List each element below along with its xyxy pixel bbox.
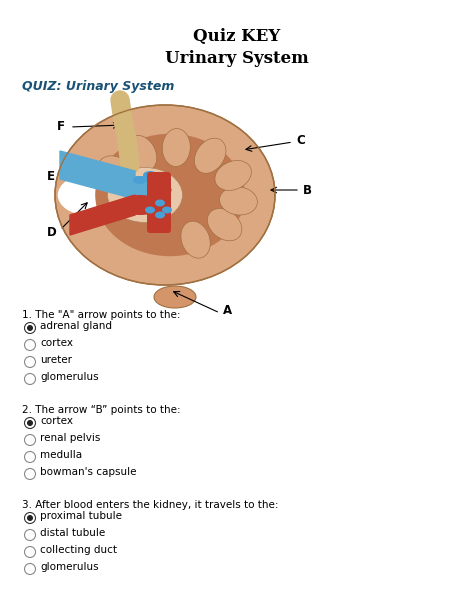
Ellipse shape [133,176,147,184]
Text: 2. The arrow “B” points to the:: 2. The arrow “B” points to the: [22,405,181,415]
Text: B: B [303,183,312,197]
Text: glomerulus: glomerulus [40,372,99,382]
Ellipse shape [126,135,157,171]
Text: D: D [47,226,57,240]
Ellipse shape [143,171,157,179]
Ellipse shape [58,175,118,215]
Ellipse shape [153,179,167,187]
Circle shape [25,373,36,384]
Text: glomerulus: glomerulus [40,562,99,572]
Text: bowman's capsule: bowman's capsule [40,467,137,477]
Circle shape [25,530,36,541]
Text: medulla: medulla [40,450,82,460]
Circle shape [25,357,36,368]
Text: QUIZ: Urinary System: QUIZ: Urinary System [22,80,174,93]
Circle shape [25,452,36,462]
Text: C: C [296,134,305,147]
Circle shape [27,420,33,426]
Circle shape [25,512,36,524]
Text: F: F [57,121,65,134]
Circle shape [25,563,36,574]
Ellipse shape [155,211,165,218]
Circle shape [25,322,36,333]
Circle shape [25,547,36,557]
Text: renal pelvis: renal pelvis [40,433,101,443]
Text: ureter: ureter [40,355,73,365]
Text: cortex: cortex [40,416,73,426]
Text: A: A [223,305,232,318]
Ellipse shape [158,186,172,194]
Circle shape [27,325,33,331]
Text: 1. The "A" arrow points to the:: 1. The "A" arrow points to the: [22,310,181,320]
Ellipse shape [115,176,165,198]
Ellipse shape [215,161,251,191]
Text: Urinary System: Urinary System [165,50,309,67]
Ellipse shape [145,207,155,213]
Ellipse shape [154,286,196,308]
Ellipse shape [98,156,134,186]
Text: distal tubule: distal tubule [40,528,106,538]
Text: cortex: cortex [40,338,73,348]
Ellipse shape [95,134,245,256]
Ellipse shape [118,195,163,215]
Ellipse shape [162,129,190,167]
Circle shape [25,468,36,479]
Ellipse shape [155,199,165,207]
Ellipse shape [219,187,257,215]
Ellipse shape [207,208,242,241]
Circle shape [27,515,33,521]
Text: 3. After blood enters the kidney, it travels to the:: 3. After blood enters the kidney, it tra… [22,500,279,510]
Polygon shape [60,151,135,199]
Text: adrenal gland: adrenal gland [40,321,112,331]
Text: proximal tubule: proximal tubule [40,511,122,521]
Circle shape [25,417,36,428]
Circle shape [25,435,36,446]
Ellipse shape [55,105,275,285]
FancyBboxPatch shape [147,172,171,233]
Circle shape [25,340,36,351]
Text: Quiz KEY: Quiz KEY [193,28,281,45]
Ellipse shape [194,138,226,173]
Ellipse shape [153,196,167,204]
Text: collecting duct: collecting duct [40,545,118,555]
Ellipse shape [162,207,172,213]
Ellipse shape [108,167,182,223]
Ellipse shape [181,221,210,258]
Polygon shape [70,195,135,235]
Text: E: E [47,170,55,183]
